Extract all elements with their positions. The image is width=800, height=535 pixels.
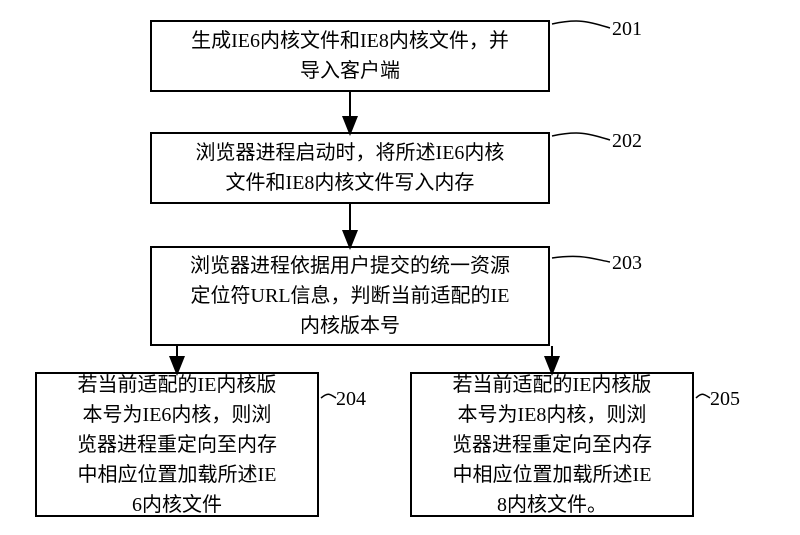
label-connector-n203 bbox=[552, 256, 610, 262]
label-connector-n201 bbox=[552, 21, 610, 28]
label-connector-n205 bbox=[696, 394, 710, 398]
flowchart-canvas: 生成IE6内核文件和IE8内核文件，并导入客户端浏览器进程启动时，将所述IE6内… bbox=[0, 0, 800, 535]
edges-layer bbox=[0, 0, 800, 535]
label-connector-n204 bbox=[321, 394, 336, 398]
label-connector-n202 bbox=[552, 133, 610, 140]
